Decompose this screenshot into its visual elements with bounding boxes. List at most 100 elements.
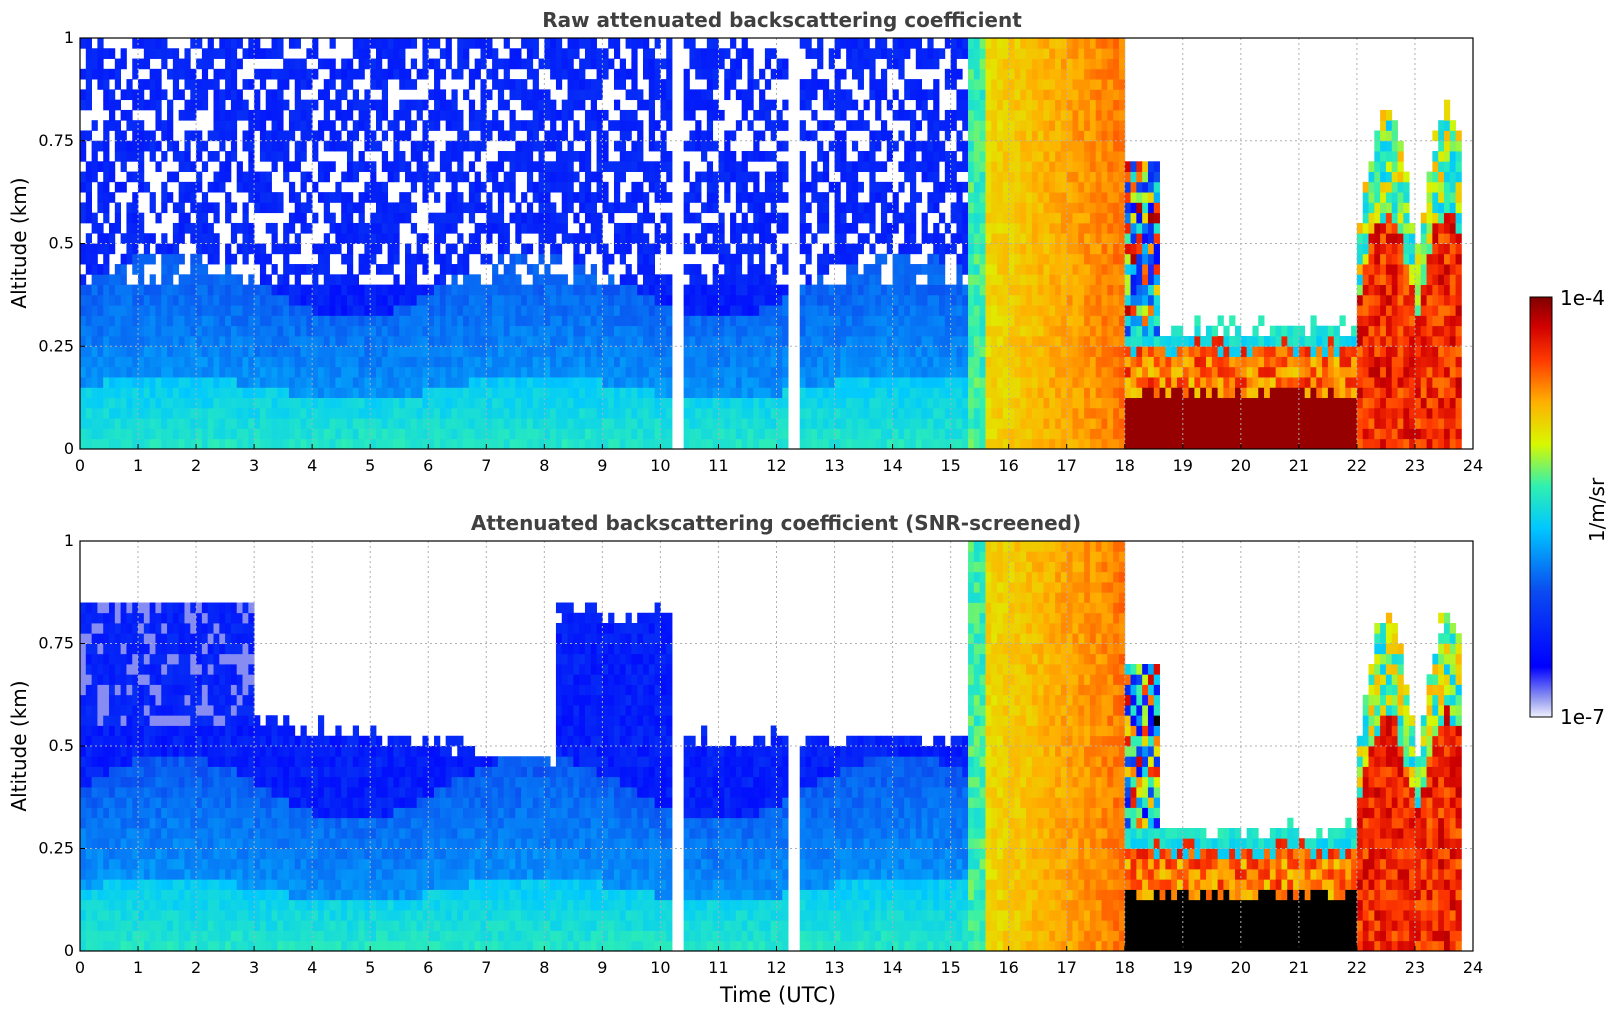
heatmap-cell <box>886 346 893 357</box>
heatmap-cell <box>126 222 133 234</box>
heatmap-cell <box>683 284 690 296</box>
heatmap-cell <box>254 387 261 399</box>
heatmap-cell <box>1020 387 1027 399</box>
heatmap-cell <box>167 253 174 265</box>
heatmap-cell <box>892 140 899 152</box>
heatmap-cell <box>828 140 835 152</box>
heatmap-cell <box>109 192 116 203</box>
heatmap-cell <box>712 428 719 440</box>
heatmap-cell <box>335 377 342 388</box>
heatmap-cell <box>515 89 522 101</box>
heatmap-cell <box>492 418 499 429</box>
heatmap-cell <box>387 161 394 172</box>
heatmap-cell <box>863 407 870 419</box>
heatmap-cell <box>521 79 528 90</box>
heatmap-cell <box>573 284 580 296</box>
heatmap-cell <box>805 253 812 265</box>
heatmap-cell <box>85 212 92 224</box>
heatmap-cell <box>735 294 743 306</box>
heatmap-cell <box>306 407 313 419</box>
heatmap-cell <box>834 212 841 224</box>
heatmap-cell <box>683 109 690 121</box>
heatmap-cell <box>886 335 893 347</box>
heatmap-cell <box>254 356 261 368</box>
heatmap-cell <box>352 274 359 285</box>
heatmap-cell <box>167 140 174 152</box>
heatmap-cell <box>904 294 911 306</box>
heatmap-cell <box>468 335 476 347</box>
heatmap-cell <box>555 305 563 316</box>
heatmap-cell <box>91 356 98 368</box>
heatmap-cell <box>840 438 847 450</box>
heatmap-cell <box>648 325 656 337</box>
heatmap-cell <box>724 335 731 347</box>
heatmap-cell <box>701 130 708 142</box>
heatmap-cell <box>236 294 243 306</box>
heatmap-cell <box>196 356 203 368</box>
heatmap-cell <box>648 346 656 357</box>
heatmap-cell <box>950 38 957 49</box>
heatmap-cell <box>103 79 110 90</box>
heatmap-cell <box>654 89 661 101</box>
heatmap-cell <box>799 335 806 347</box>
heatmap-cell <box>747 48 754 59</box>
heatmap-cell <box>764 315 772 327</box>
heatmap-cell <box>927 335 934 347</box>
heatmap-cell <box>155 397 162 409</box>
heatmap-cell <box>660 325 667 337</box>
heatmap-cell <box>950 109 957 121</box>
heatmap-cell <box>985 38 992 49</box>
heatmap-cell <box>875 325 882 337</box>
heatmap-cell <box>457 356 464 368</box>
heatmap-cell <box>973 253 981 265</box>
heatmap-cell <box>288 346 296 357</box>
heatmap-cell <box>880 212 888 224</box>
heatmap-cell <box>776 305 783 316</box>
heatmap-cell <box>376 233 383 244</box>
heatmap-cell <box>886 356 893 368</box>
heatmap-cell <box>979 120 986 131</box>
heatmap-cell <box>608 438 615 450</box>
heatmap-cell <box>561 428 568 440</box>
heatmap-cell <box>933 161 940 172</box>
heatmap-cell <box>219 387 226 399</box>
heatmap-cell <box>196 99 203 111</box>
heatmap-cell <box>973 109 981 121</box>
heatmap-cell <box>770 438 777 450</box>
heatmap-cell <box>393 387 400 399</box>
heatmap-cell <box>271 377 278 388</box>
heatmap-cell <box>991 397 998 409</box>
heatmap-cell <box>114 99 122 111</box>
heatmap-cell <box>149 315 156 327</box>
heatmap-cell <box>155 346 162 357</box>
heatmap-cell <box>584 418 592 429</box>
heatmap-cell <box>300 335 307 347</box>
heatmap-cell <box>956 387 963 399</box>
heatmap-cell <box>567 305 574 316</box>
heatmap-cell <box>184 161 191 172</box>
heatmap-cell <box>805 377 812 388</box>
heatmap-cell <box>410 79 418 90</box>
heatmap-cell <box>921 356 928 368</box>
heatmap-cell <box>230 377 238 388</box>
heatmap-cell <box>532 294 539 306</box>
heatmap-cell <box>712 222 719 234</box>
heatmap-cell <box>201 140 209 152</box>
heatmap-cell <box>376 397 383 409</box>
heatmap-cell <box>422 377 429 388</box>
heatmap-cell <box>300 140 307 152</box>
heatmap-cell <box>317 89 325 101</box>
heatmap-cell <box>149 407 156 419</box>
heatmap-cell <box>521 89 528 101</box>
heatmap-cell <box>753 109 760 121</box>
heatmap-cell <box>997 58 1004 70</box>
heatmap-cell <box>544 335 551 347</box>
heatmap-cell <box>103 294 110 306</box>
heatmap-cell <box>695 284 702 296</box>
heatmap-cell <box>207 38 214 49</box>
heatmap-cell <box>584 315 592 327</box>
heatmap-cell <box>167 397 174 409</box>
heatmap-cell <box>747 305 754 316</box>
heatmap-cell <box>724 418 731 429</box>
heatmap-cell <box>735 284 743 296</box>
